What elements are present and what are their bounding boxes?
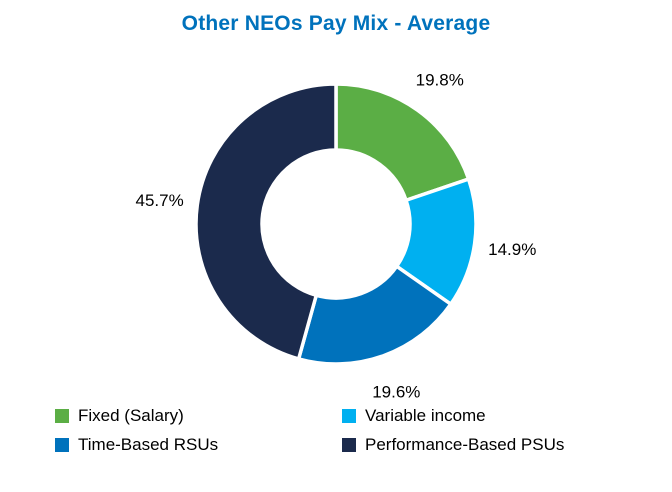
- legend-swatch-blue: [55, 438, 69, 452]
- data-label-1: 14.9%: [488, 240, 536, 259]
- legend-item-variable-income: Variable income: [342, 406, 672, 426]
- data-label-0: 19.8%: [416, 70, 464, 89]
- legend-swatch-green: [55, 409, 69, 423]
- legend-item-performance-based-psus: Performance-Based PSUs: [342, 435, 672, 455]
- donut-chart: 19.8% 14.9% 19.6% 45.7%: [136, 70, 537, 401]
- donut-segment-3: [194, 82, 338, 361]
- legend-label: Time-Based RSUs: [78, 435, 219, 454]
- legend-label: Performance-Based PSUs: [365, 435, 565, 454]
- donut-segment-2: [296, 264, 453, 366]
- legend-label: Fixed (Salary): [78, 406, 184, 425]
- legend-item-fixed-salary: Fixed (Salary): [55, 406, 342, 426]
- donut-segment-0: [334, 82, 471, 202]
- legend: Fixed (Salary) Variable income Time-Base…: [55, 406, 672, 455]
- chart-title: Other NEOs Pay Mix - Average: [181, 12, 491, 35]
- legend-swatch-cyan: [342, 409, 356, 423]
- legend-swatch-navy: [342, 438, 356, 452]
- legend-label: Variable income: [365, 406, 486, 425]
- data-label-3: 45.7%: [136, 191, 184, 210]
- legend-item-time-based-rsus: Time-Based RSUs: [55, 435, 342, 455]
- chart-container: Other NEOs Pay Mix - Average 19.8% 14.9% 1…: [0, 12, 672, 492]
- data-label-2: 19.6%: [372, 382, 420, 401]
